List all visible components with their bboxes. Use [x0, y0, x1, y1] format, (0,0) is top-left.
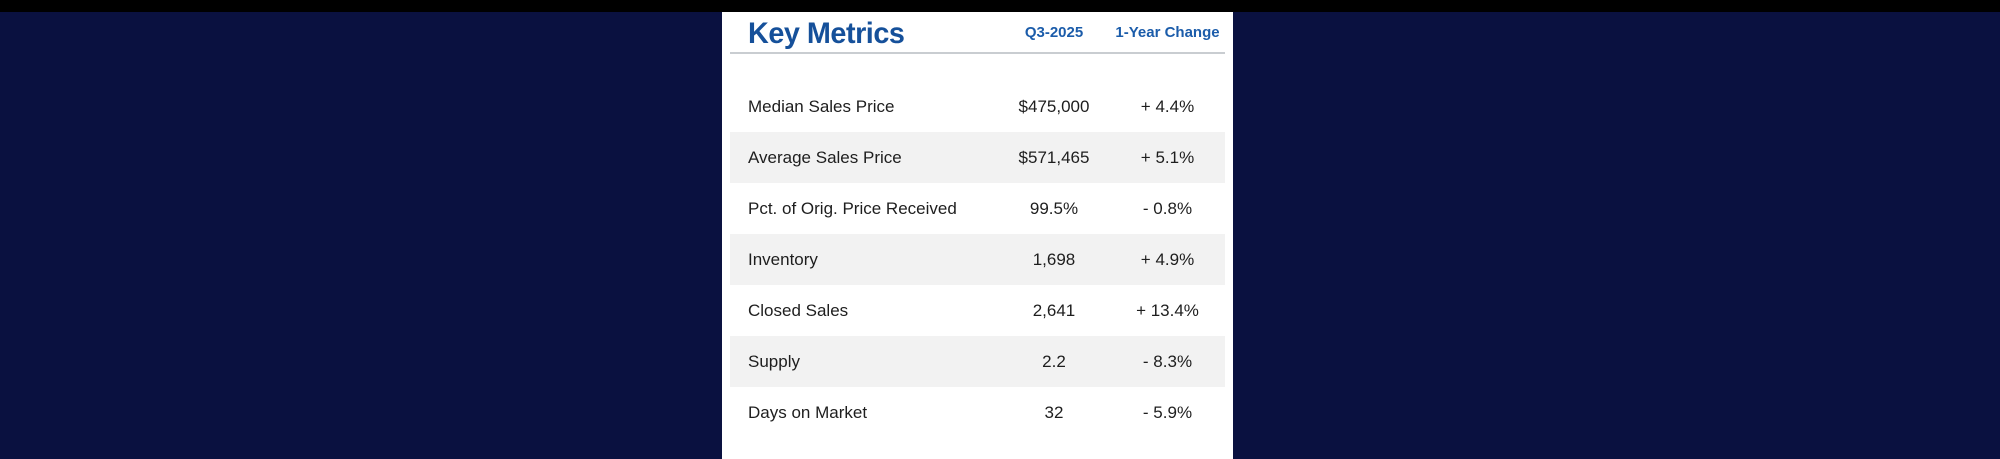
metric-change: + 4.4%: [1140, 96, 1195, 116]
metric-change: - 0.8%: [1142, 198, 1193, 218]
table-row: Average Sales Price $571,465 + 5.1%: [730, 132, 1225, 183]
table-row: Closed Sales 2,641 + 13.4%: [730, 285, 1225, 336]
metric-value: 99.5%: [1029, 198, 1079, 218]
metric-label: Closed Sales: [748, 300, 849, 320]
metric-label: Median Sales Price: [748, 96, 895, 116]
metric-label: Average Sales Price: [748, 147, 902, 167]
column-header-change: 1-Year Change: [1115, 24, 1220, 41]
metric-change: + 13.4%: [1136, 300, 1199, 320]
table-row: Days on Market 32 - 5.9%: [730, 387, 1225, 438]
metric-value: 2,641: [1032, 300, 1076, 320]
metric-value: 32: [1044, 402, 1064, 422]
metric-change: + 5.1%: [1140, 147, 1195, 167]
header-divider: [730, 52, 1225, 54]
metric-value: $571,465: [1018, 147, 1090, 167]
metrics-table: Median Sales Price $475,000 + 4.4% Average …: [730, 81, 1225, 438]
table-row: Supply 2.2 - 8.3%: [730, 336, 1225, 387]
metric-label: Days on Market: [748, 402, 868, 422]
metric-value: $475,000: [1018, 96, 1090, 116]
metric-label: Supply: [748, 351, 800, 371]
metric-change: - 8.3%: [1142, 351, 1193, 371]
metric-label: Inventory: [748, 249, 818, 269]
top-black-bar: [0, 0, 2000, 12]
metric-label: Pct. of Orig. Price Received: [748, 198, 957, 218]
key-metrics-card: Key Metrics Q3-2025 1-Year Change Median…: [722, 12, 1233, 459]
metric-change: - 5.9%: [1142, 402, 1193, 422]
card-header: Key Metrics Q3-2025 1-Year Change: [730, 14, 1225, 52]
card-title: Key Metrics: [748, 17, 905, 50]
column-header-period: Q3-2025: [1024, 24, 1084, 41]
metric-value: 1,698: [1032, 249, 1076, 269]
table-row: Inventory 1,698 + 4.9%: [730, 234, 1225, 285]
table-row: Pct. of Orig. Price Received 99.5% - 0.8%: [730, 183, 1225, 234]
table-row: Median Sales Price $475,000 + 4.4%: [730, 81, 1225, 132]
metric-change: + 4.9%: [1140, 249, 1195, 269]
metric-value: 2.2: [1042, 351, 1066, 371]
